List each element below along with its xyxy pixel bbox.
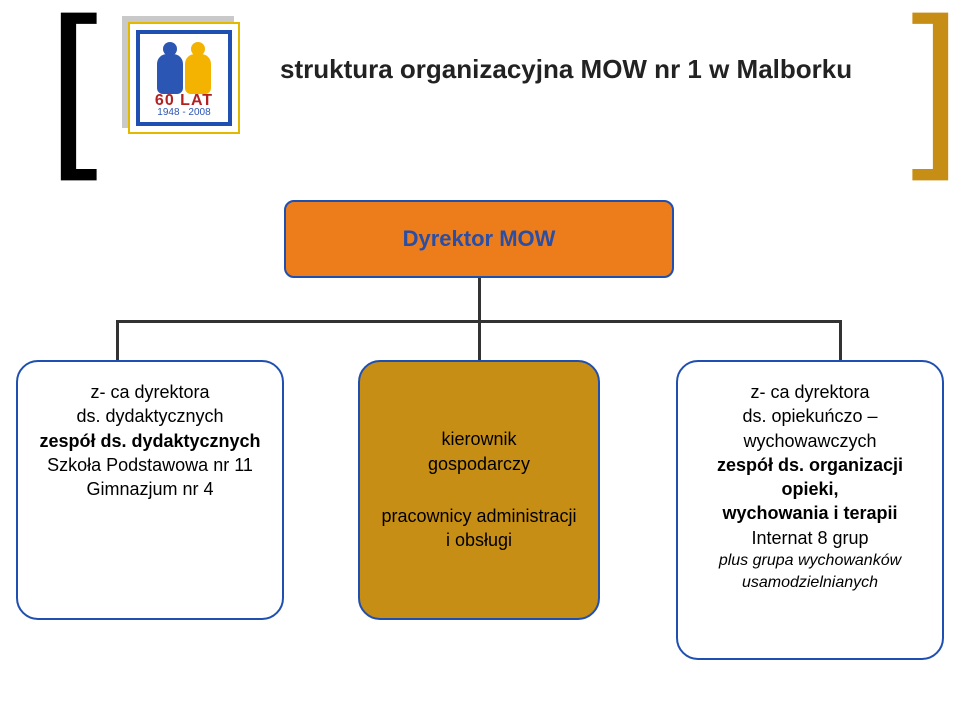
text: plus grupa wychowanków [692,550,928,572]
connector [478,278,481,322]
text: pracownicy administracji [374,504,584,528]
logo-years: 1948 - 2008 [140,107,228,118]
text: Gimnazjum nr 4 [32,477,268,501]
page: [ ] 60 LAT 1948 - 2008 struktura organiz… [0,0,959,726]
right-child-node: z- ca dyrektora ds. opiekuńczo – wychowa… [676,360,944,660]
text: z- ca dyrektora [32,380,268,404]
text: zespół ds. dydaktycznych [32,429,268,453]
director-node: Dyrektor MOW [284,200,674,278]
right-bracket-icon: ] [911,0,959,172]
left-bracket-icon: [ [48,0,98,172]
text: gospodarczy [374,452,584,476]
text: opieki, [692,477,928,501]
text: z- ca dyrektora [692,380,928,404]
logo: 60 LAT 1948 - 2008 [128,22,240,134]
connector [478,320,481,360]
text: usamodzielnianych [692,572,928,594]
text: ds. opiekuńczo – [692,404,928,428]
connector [839,320,842,360]
text: wychowania i terapii [692,501,928,525]
left-child-node: z- ca dyrektora ds. dydaktycznych zespół… [16,360,284,620]
text: kierownik [374,427,584,451]
text: zespół ds. organizacji [692,453,928,477]
text: i obsługi [374,528,584,552]
center-child-node: kierownik gospodarczy pracownicy adminis… [358,360,600,620]
text: Internat 8 grup [692,526,928,550]
people-icon [140,42,228,96]
page-title: struktura organizacyjna MOW nr 1 w Malbo… [280,54,852,85]
text: ds. dydaktycznych [32,404,268,428]
connector [116,320,119,360]
text: Szkoła Podstawowa nr 11 [32,453,268,477]
text: wychowawczych [692,429,928,453]
